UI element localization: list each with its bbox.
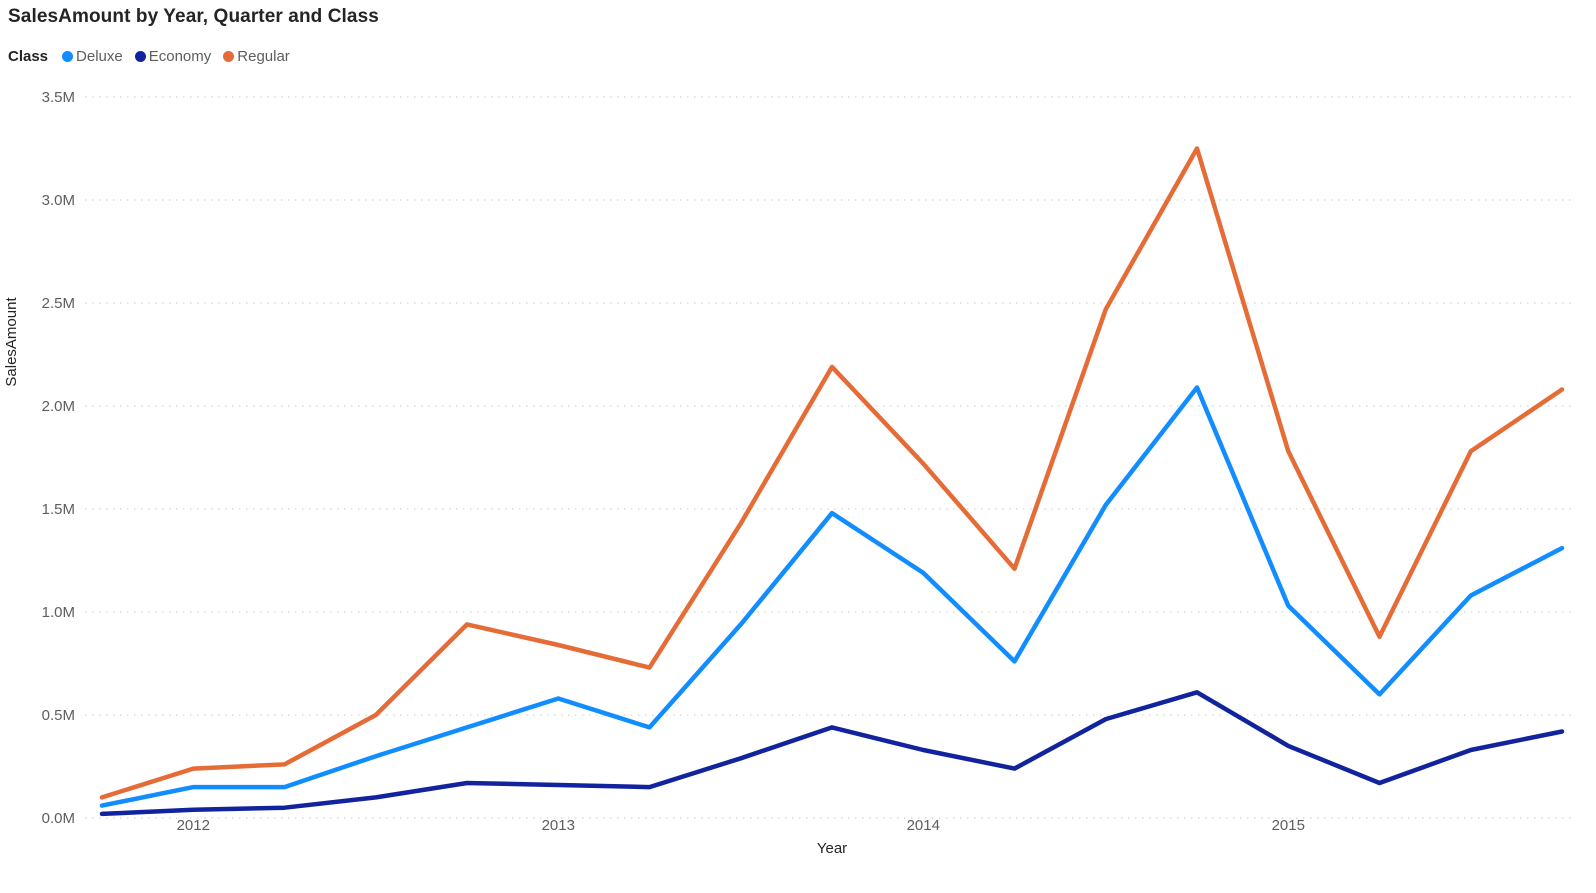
x-axis-tick-label: 2015 (1272, 817, 1305, 834)
legend-items: Deluxe Economy Regular (62, 48, 302, 65)
y-axis-tick-label: 2.5M (42, 295, 75, 312)
legend-dot-deluxe (62, 51, 74, 62)
chart-title: SalesAmount by Year, Quarter and Class (8, 6, 379, 27)
y-axis-tick-label: 3.5M (42, 89, 75, 106)
x-axis-tick-label: 2013 (542, 817, 575, 834)
legend-title: Class (8, 48, 49, 65)
legend-label: Economy (148, 48, 212, 65)
y-axis-tick-label: 1.0M (42, 604, 75, 621)
series-line-economy[interactable] (99, 690, 1565, 817)
legend: Class Deluxe Economy Regular (8, 48, 302, 65)
legend-dot-regular (223, 51, 235, 62)
y-axis-title: SalesAmount (3, 297, 20, 387)
x-axis-tick-label: 2014 (907, 817, 940, 834)
y-axis-tick-label: 2.0M (42, 398, 75, 415)
y-axis-tick-label: 1.5M (42, 501, 75, 518)
legend-item-economy[interactable]: Economy (134, 48, 212, 65)
x-axis-title: Year (817, 840, 847, 857)
legend-item-regular[interactable]: Regular (223, 48, 290, 65)
y-axis-tick-label: 0.0M (42, 810, 75, 827)
legend-label: Regular (237, 48, 290, 65)
y-axis-tick-label: 0.5M (42, 707, 75, 724)
legend-dot-economy (134, 51, 146, 62)
y-axis-tick-label: 3.0M (42, 192, 75, 209)
series-line-deluxe[interactable] (99, 385, 1565, 808)
legend-label: Deluxe (76, 48, 123, 65)
x-axis-tick-label: 2012 (177, 817, 210, 834)
legend-item-deluxe[interactable]: Deluxe (62, 48, 123, 65)
series-line-regular[interactable] (99, 146, 1565, 800)
